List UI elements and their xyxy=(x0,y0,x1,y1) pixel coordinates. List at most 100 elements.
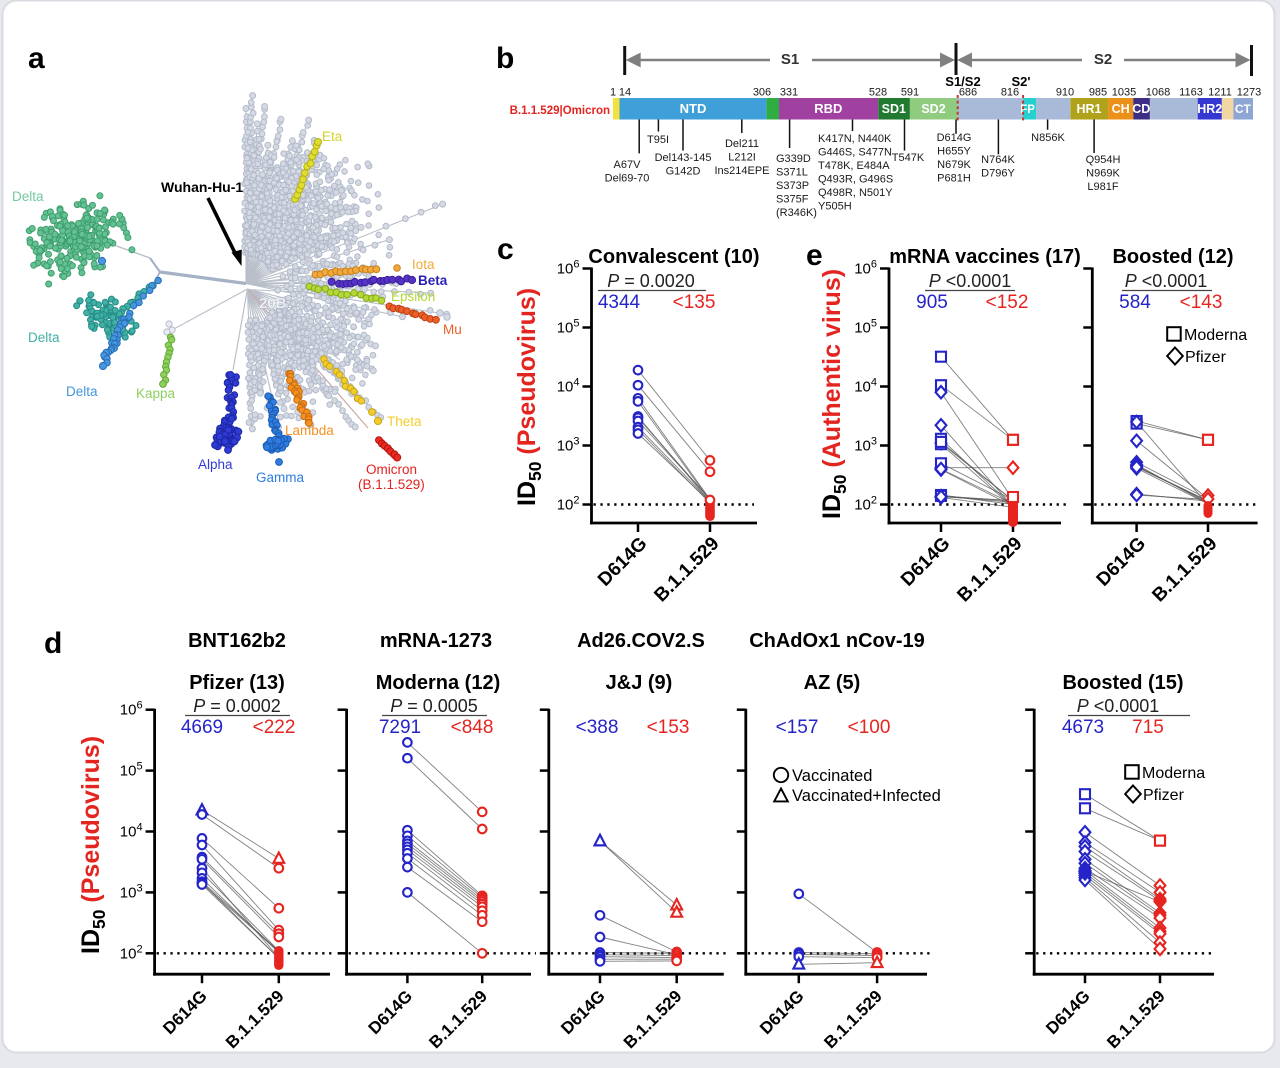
svg-text:D796Y: D796Y xyxy=(981,168,1015,180)
svg-text:Alpha: Alpha xyxy=(198,457,233,472)
svg-text:G339D: G339D xyxy=(776,153,811,165)
svg-text:S375F: S375F xyxy=(776,194,809,206)
svg-text:Mu: Mu xyxy=(443,322,462,337)
svg-text:T95I: T95I xyxy=(647,134,669,146)
svg-text:Y505H: Y505H xyxy=(818,201,852,213)
svg-text:1035: 1035 xyxy=(1112,87,1136,99)
svg-text:Delta: Delta xyxy=(28,330,60,345)
svg-text:G446S, S477N: G446S, S477N xyxy=(818,147,892,159)
svg-text:Ad26.COV2.S: Ad26.COV2.S xyxy=(577,630,705,652)
svg-text:14: 14 xyxy=(619,87,631,99)
svg-text:AZ (5): AZ (5) xyxy=(804,672,861,694)
svg-text:SD1: SD1 xyxy=(882,102,906,116)
svg-text:T478K, E484A: T478K, E484A xyxy=(818,160,890,172)
svg-text:e: e xyxy=(806,239,823,272)
svg-text:CD: CD xyxy=(1132,102,1150,116)
svg-text:d: d xyxy=(44,627,62,660)
svg-text:Del69-70: Del69-70 xyxy=(605,173,650,185)
svg-text:SD2: SD2 xyxy=(921,102,945,116)
svg-text:20B: 20B xyxy=(259,295,287,312)
svg-text:910: 910 xyxy=(1056,87,1074,99)
svg-text:N679K: N679K xyxy=(937,159,971,171)
svg-text:Boosted (15): Boosted (15) xyxy=(1062,672,1183,694)
svg-text:Convalescent (10): Convalescent (10) xyxy=(588,246,759,268)
svg-text:Eta: Eta xyxy=(322,129,343,144)
svg-text:b: b xyxy=(496,42,514,75)
svg-text:715: 715 xyxy=(1132,717,1164,738)
svg-text:A67V: A67V xyxy=(614,159,642,171)
svg-text:Vaccinated: Vaccinated xyxy=(792,767,872,785)
svg-text:905: 905 xyxy=(916,292,948,313)
svg-text:Gamma: Gamma xyxy=(256,470,305,485)
svg-text:Vaccinated+Infected: Vaccinated+Infected xyxy=(792,787,941,805)
svg-text:S1: S1 xyxy=(781,51,799,68)
svg-text:P = 0.0005: P = 0.0005 xyxy=(390,696,478,716)
svg-text:Beta: Beta xyxy=(418,273,448,288)
svg-text:S1/S2: S1/S2 xyxy=(945,74,980,89)
svg-text:Delta: Delta xyxy=(12,189,44,204)
svg-text:Q954H: Q954H xyxy=(1086,154,1121,166)
svg-text:331: 331 xyxy=(780,87,798,99)
svg-text:7291: 7291 xyxy=(379,717,421,738)
svg-text:Theta: Theta xyxy=(387,414,422,429)
svg-text:4344: 4344 xyxy=(598,292,641,313)
svg-text:1068: 1068 xyxy=(1146,87,1170,99)
svg-text:<848: <848 xyxy=(451,717,494,738)
svg-text:D614G: D614G xyxy=(937,132,972,144)
svg-text:Omicron: Omicron xyxy=(366,462,417,477)
svg-text:HR2: HR2 xyxy=(1197,102,1222,116)
svg-text:NTD: NTD xyxy=(680,101,707,116)
svg-text:<143: <143 xyxy=(1180,292,1223,313)
svg-text:P = 0.0020: P = 0.0020 xyxy=(607,271,695,291)
svg-text:P <0.0001: P <0.0001 xyxy=(1125,271,1208,291)
svg-text:584: 584 xyxy=(1119,292,1151,313)
svg-text:P <0.0001: P <0.0001 xyxy=(1077,696,1160,716)
svg-text:(R346K): (R346K) xyxy=(776,207,817,219)
svg-text:c: c xyxy=(497,233,514,266)
svg-text:ChAdOx1 nCov-19: ChAdOx1 nCov-19 xyxy=(749,630,925,652)
svg-text:(B.1.1.529): (B.1.1.529) xyxy=(358,477,425,492)
svg-text:<135: <135 xyxy=(673,292,716,313)
svg-text:528: 528 xyxy=(869,87,887,99)
svg-text:985: 985 xyxy=(1089,87,1107,99)
svg-text:CT: CT xyxy=(1235,102,1252,116)
svg-text:G142D: G142D xyxy=(666,166,701,178)
svg-text:P = 0.0002: P = 0.0002 xyxy=(193,696,281,716)
svg-text:Pfizer: Pfizer xyxy=(1185,349,1227,366)
svg-text:591: 591 xyxy=(901,87,919,99)
svg-text:K417N, N440K: K417N, N440K xyxy=(818,133,892,145)
svg-text:Del211: Del211 xyxy=(725,138,759,150)
svg-text:a: a xyxy=(28,42,45,75)
svg-text:<222: <222 xyxy=(253,717,296,738)
svg-text:<388: <388 xyxy=(576,717,619,738)
svg-text:4673: 4673 xyxy=(1062,717,1104,738)
svg-text:Moderna (12): Moderna (12) xyxy=(376,672,500,694)
svg-text:S2': S2' xyxy=(1012,74,1031,89)
svg-text:Q493R, G496S: Q493R, G496S xyxy=(818,174,893,186)
svg-text:N764K: N764K xyxy=(981,154,1015,166)
svg-text:Moderna: Moderna xyxy=(1142,765,1205,782)
svg-text:S371L: S371L xyxy=(776,167,808,179)
svg-text:B.1.1.529|Omicron: B.1.1.529|Omicron xyxy=(510,105,610,117)
svg-text:S373P: S373P xyxy=(776,180,809,192)
svg-text:<157: <157 xyxy=(776,717,819,738)
svg-text:L212I: L212I xyxy=(728,152,756,164)
svg-text:Ins214EPE: Ins214EPE xyxy=(714,165,769,177)
svg-text:<152: <152 xyxy=(986,292,1029,313)
svg-text:Epsilon: Epsilon xyxy=(391,289,435,304)
svg-text:P <0.0001: P <0.0001 xyxy=(929,271,1012,291)
svg-text:Boosted (12): Boosted (12) xyxy=(1112,246,1233,268)
svg-text:Pfizer (13): Pfizer (13) xyxy=(189,672,285,694)
svg-text:T547K: T547K xyxy=(892,152,925,164)
svg-text:1163: 1163 xyxy=(1179,87,1203,99)
svg-text:306: 306 xyxy=(753,87,771,99)
svg-text:Pfizer: Pfizer xyxy=(1143,787,1185,804)
svg-text:1211: 1211 xyxy=(1208,87,1232,99)
svg-text:BNT162b2: BNT162b2 xyxy=(188,630,286,652)
svg-text:1: 1 xyxy=(610,87,616,99)
svg-text:mRNA-1273: mRNA-1273 xyxy=(380,630,492,652)
svg-text:4669: 4669 xyxy=(181,717,223,738)
svg-text:RBD: RBD xyxy=(814,101,842,116)
svg-text:Q498R, N501Y: Q498R, N501Y xyxy=(818,187,893,199)
svg-text:H655Y: H655Y xyxy=(937,146,971,158)
